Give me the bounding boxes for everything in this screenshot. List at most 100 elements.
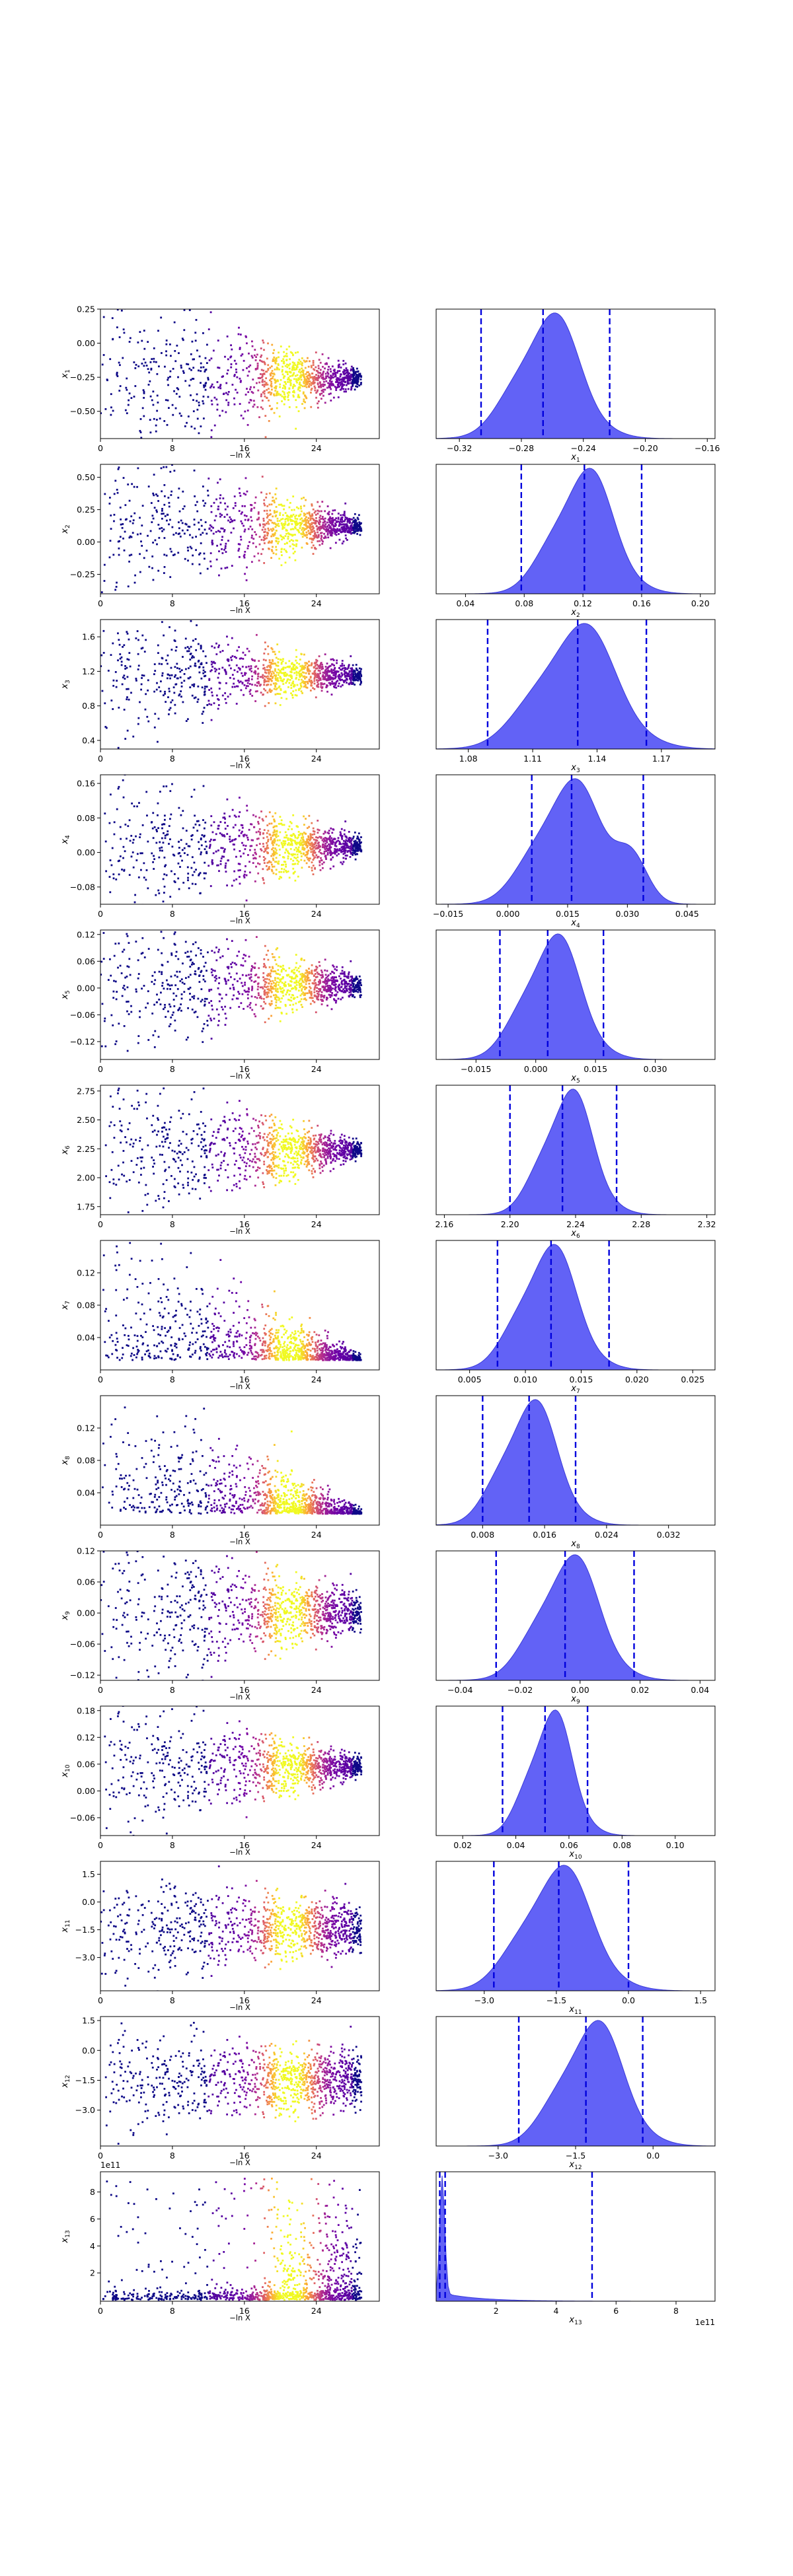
scatter-point	[278, 368, 280, 371]
scatter-point	[268, 492, 271, 495]
scatter-point	[317, 679, 320, 682]
scatter-point	[285, 363, 288, 366]
scatter-point	[303, 532, 305, 535]
scatter-point	[268, 668, 270, 671]
scatter-point	[299, 381, 301, 384]
scatter-point	[204, 821, 207, 824]
scatter-point	[336, 854, 338, 857]
scatter-point	[248, 365, 250, 368]
scatter-point	[272, 857, 274, 860]
scatter-point	[350, 655, 352, 657]
x-tick-label: 0.045	[675, 909, 699, 919]
scatter-point	[319, 860, 321, 863]
scatter-point	[178, 668, 181, 670]
scatter-point	[168, 825, 170, 827]
scatter-point	[271, 842, 274, 845]
scatter-point	[352, 675, 354, 678]
scatter-point	[294, 835, 296, 837]
scatter-point	[335, 993, 338, 995]
scatter-point	[263, 499, 266, 501]
scatter-point	[127, 688, 130, 690]
scatter-point	[153, 868, 155, 870]
scatter-point	[355, 978, 358, 981]
scatter-point	[191, 563, 194, 565]
scatter-point	[163, 873, 166, 876]
scatter-point	[334, 542, 337, 544]
scatter-point	[128, 399, 130, 402]
scatter-point	[322, 383, 324, 386]
scatter-point	[282, 528, 284, 530]
scatter-point	[306, 526, 309, 529]
scatter-point	[324, 987, 326, 989]
scatter-point	[178, 527, 180, 530]
scatter-point	[341, 542, 344, 545]
scatter-point	[326, 845, 328, 847]
scatter-point	[225, 682, 227, 684]
scatter-point	[343, 972, 346, 974]
scatter-point	[208, 865, 210, 867]
scatter-point	[247, 528, 250, 530]
scatter-point	[265, 847, 268, 850]
scatter-point	[313, 680, 316, 682]
scatter-point	[266, 865, 268, 867]
scatter-point	[115, 585, 118, 588]
scatter-point	[275, 873, 278, 875]
scatter-point	[339, 831, 342, 834]
scatter-point	[144, 361, 147, 364]
scatter-point	[190, 838, 193, 841]
scatter-point	[341, 684, 344, 686]
scatter-point	[239, 348, 241, 350]
scatter-point	[260, 376, 263, 378]
scatter-point	[227, 696, 229, 698]
scatter-point	[312, 843, 314, 845]
scatter-point	[350, 387, 353, 390]
scatter-point	[358, 376, 359, 379]
scatter-point	[266, 851, 268, 853]
scatter-point	[281, 997, 283, 999]
scatter-point	[263, 392, 266, 395]
scatter-point	[307, 835, 310, 838]
scatter-point	[330, 659, 332, 661]
scatter-point	[311, 869, 313, 872]
scatter-point	[324, 969, 326, 972]
x-axis-label: −ln X	[229, 761, 250, 770]
scatter-point	[121, 526, 124, 529]
scatter-point	[301, 668, 303, 670]
scatter-point	[198, 824, 201, 826]
scatter-point	[280, 534, 282, 537]
scatter-point	[104, 493, 106, 495]
scatter-point	[352, 670, 355, 673]
scatter-point	[230, 366, 233, 369]
scatter-point	[231, 519, 234, 522]
scatter-point	[304, 977, 307, 980]
scatter-point	[268, 677, 270, 680]
scatter-point	[155, 430, 157, 433]
scatter-point	[314, 389, 317, 392]
scatter-point	[347, 666, 350, 669]
scatter-point	[303, 859, 306, 862]
scatter-point	[215, 398, 218, 401]
scatter-point	[332, 376, 334, 379]
scatter-point	[233, 838, 236, 841]
scatter-point	[317, 382, 319, 384]
scatter-point	[147, 384, 150, 386]
scatter-point	[173, 873, 176, 875]
scatter-point	[193, 683, 196, 686]
scatter-point	[340, 526, 343, 528]
scatter-point	[173, 554, 176, 555]
scatter-point	[317, 531, 319, 534]
scatter-point	[255, 546, 257, 548]
scatter-point	[268, 529, 270, 532]
scatter-point	[323, 380, 325, 383]
scatter-point	[136, 853, 139, 855]
scatter-point	[183, 309, 186, 311]
scatter-point	[354, 525, 356, 528]
scatter-point	[213, 519, 216, 522]
scatter-point	[275, 529, 278, 532]
scatter-point	[315, 513, 317, 516]
scatter-point	[253, 386, 255, 388]
scatter-point	[141, 987, 143, 990]
scatter-point	[273, 499, 276, 502]
scatter-point	[277, 862, 279, 865]
scatter-point	[246, 647, 248, 650]
